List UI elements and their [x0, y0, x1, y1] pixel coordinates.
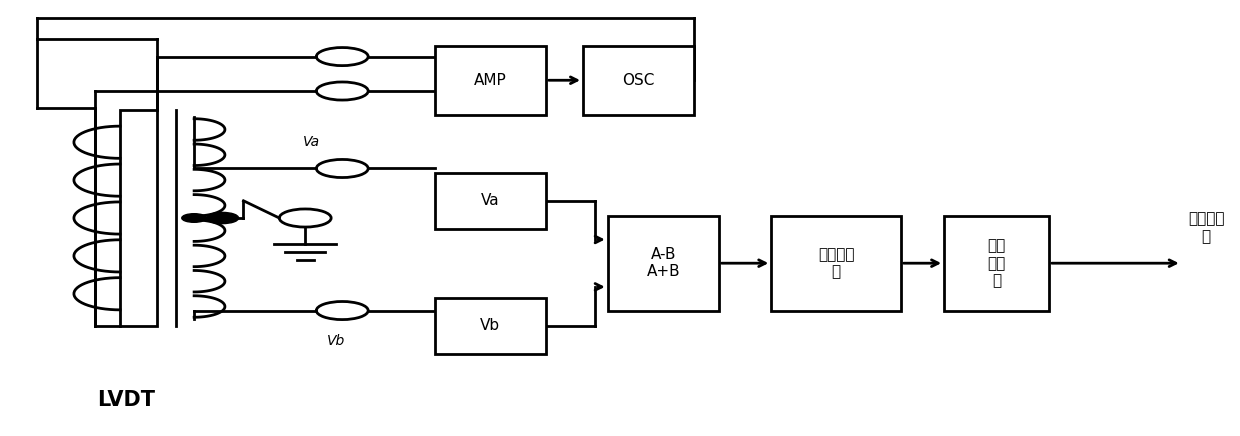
Circle shape [182, 214, 207, 222]
Bar [120, 110, 157, 326]
Bar [435, 298, 546, 354]
Text: 模拟量输
出: 模拟量输 出 [1188, 211, 1224, 244]
Bar [771, 216, 900, 310]
Bar [435, 46, 546, 115]
Text: A-B
A+B: A-B A+B [646, 247, 680, 279]
Text: OSC: OSC [622, 73, 655, 88]
Text: 伺服
放大
器: 伺服 放大 器 [987, 238, 1006, 288]
Text: Vb: Vb [480, 318, 501, 333]
Text: 滤波整流
器: 滤波整流 器 [817, 247, 854, 279]
Circle shape [207, 212, 238, 224]
Bar [435, 173, 546, 229]
Text: LVDT: LVDT [97, 389, 155, 409]
Text: Va: Va [481, 193, 500, 208]
Bar [944, 216, 1049, 310]
Text: Vb: Vb [327, 334, 345, 348]
Bar [608, 216, 719, 310]
Text: Va: Va [303, 135, 320, 149]
Text: AMP: AMP [474, 73, 507, 88]
Bar [583, 46, 694, 115]
